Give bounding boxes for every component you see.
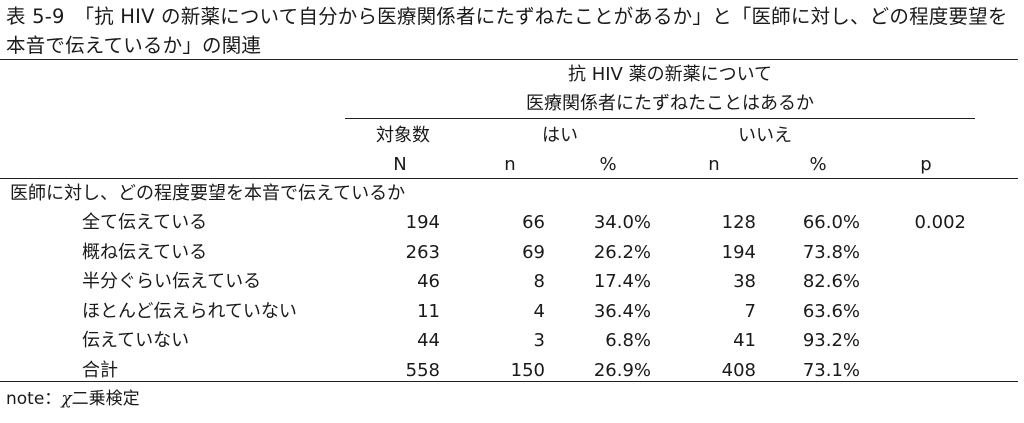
chi-symbol: χ [61, 389, 72, 409]
cell-no-pct: 73.1% [802, 359, 860, 381]
col-header-no-pct: % [809, 154, 827, 175]
note-text: 二乗検定 [71, 389, 140, 409]
cell-yes-n: 3 [533, 330, 545, 351]
col-header-p: p [920, 154, 932, 175]
cell-no-pct: 66.0% [802, 212, 860, 233]
cell-yes-pct: 6.8% [605, 330, 651, 351]
subjects-header: 対象数 [376, 125, 430, 146]
cell-no-pct: 93.2% [802, 330, 860, 351]
table-title: 表 5-9 「抗 HIV の新薬について自分から医療関係者にたずねたことがあるか… [6, 5, 1008, 57]
cell-N: 46 [417, 271, 440, 292]
no-header: いいえ [738, 125, 792, 146]
yes-header: はい [542, 125, 578, 146]
cell-N: 194 [405, 212, 440, 233]
cell-no-n: 128 [721, 212, 756, 233]
section-label: 医師に対し、どの程度要望を本音で伝えているか [10, 183, 406, 204]
col-header-yes-n: n [504, 154, 516, 175]
table-bottom-rule [0, 381, 1018, 382]
cell-yes-n: 150 [510, 359, 545, 381]
cell-yes-n: 66 [522, 212, 545, 233]
cell-N: 44 [417, 330, 440, 351]
cell-yes-pct: 17.4% [593, 271, 651, 292]
cell-N: 558 [405, 359, 440, 381]
cell-yes-n: 4 [533, 300, 545, 322]
cell-yes-n: 8 [533, 271, 545, 292]
cell-p: 0.002 [914, 212, 966, 233]
row-label: 伝えていない [82, 330, 190, 351]
row-label: ほとんど伝えられていない [82, 300, 297, 322]
cell-yes-pct: 26.9% [593, 359, 651, 381]
cell-yes-n: 69 [522, 241, 545, 263]
cell-no-n: 194 [721, 241, 756, 263]
row-label: 半分ぐらい伝えている [82, 271, 262, 292]
row-label: 全て伝えている [82, 212, 208, 233]
cell-yes-pct: 34.0% [593, 212, 651, 233]
cell-no-pct: 73.8% [802, 241, 860, 263]
cell-N: 263 [405, 241, 440, 263]
note-prefix: note： [6, 389, 62, 409]
row-label: 概ね伝えている [82, 241, 208, 263]
header-bottom-rule [0, 178, 1018, 179]
col-header-no-n: n [708, 154, 720, 175]
col-header-yes-pct: % [599, 154, 617, 175]
group-header-line2: 医療関係者にたずねたことはあるか [526, 93, 814, 114]
cell-no-n: 41 [733, 330, 756, 351]
cell-no-pct: 82.6% [802, 271, 860, 292]
group-header-line1: 抗 HIV 薬の新薬について [567, 64, 773, 85]
cell-no-n: 408 [721, 359, 756, 381]
group-header-rule [345, 118, 975, 119]
cell-no-n: 38 [733, 271, 756, 292]
top-rule [0, 59, 1018, 60]
cell-yes-pct: 36.4% [593, 300, 651, 322]
table-note: note：χ二乗検定 [6, 384, 140, 409]
col-header-N: N [393, 154, 407, 175]
cell-yes-pct: 26.2% [593, 241, 651, 263]
cell-N: 11 [417, 300, 440, 322]
row-label: 合計 [82, 359, 118, 381]
cell-no-n: 7 [744, 300, 756, 322]
cell-no-pct: 63.6% [802, 300, 860, 322]
